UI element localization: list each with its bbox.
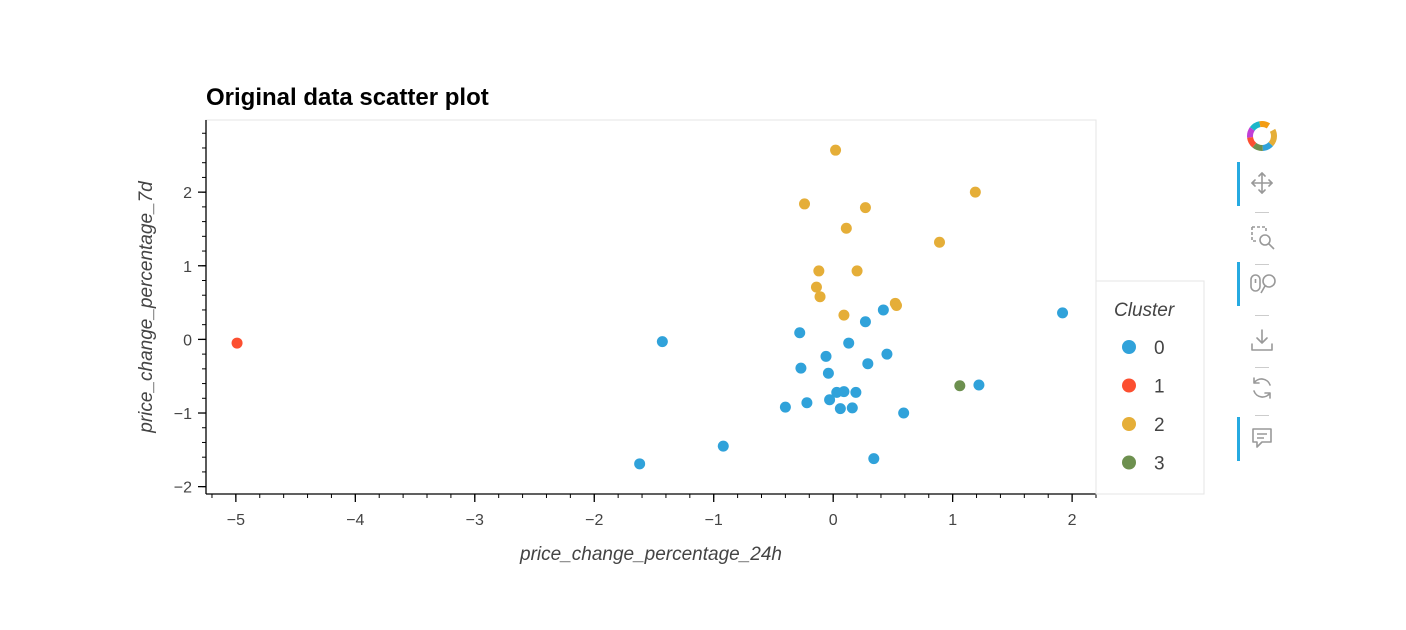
chart-title: Original data scatter plot <box>206 84 489 111</box>
save-tool-button[interactable] <box>1236 319 1286 363</box>
legend-marker-2 <box>1122 417 1136 431</box>
legend-marker-3 <box>1122 455 1136 470</box>
data-point-cluster-0 <box>868 453 880 465</box>
y-tick-label: 2 <box>183 185 192 202</box>
y-axis-label: price_change_percentage_7d <box>136 180 157 434</box>
axes: −5 −4 −3 −2 −1 0 1 2 −2 −1 0 1 2 <box>174 120 1097 529</box>
reset-tool-button[interactable] <box>1236 367 1286 411</box>
data-point-cluster-0 <box>843 337 855 349</box>
plot-toolbar <box>1236 115 1286 475</box>
data-point-cluster-2 <box>838 309 850 321</box>
y-tick-label: 0 <box>183 332 192 349</box>
move-arrows-icon <box>1251 172 1273 194</box>
data-point-cluster-2 <box>934 236 946 248</box>
data-point-cluster-3 <box>954 380 966 392</box>
reset-icon <box>1253 377 1271 399</box>
x-tick-label: 2 <box>1068 512 1077 529</box>
legend-box <box>1095 280 1205 495</box>
hover-comment-icon <box>1252 428 1272 448</box>
data-point-cluster-2 <box>890 300 902 312</box>
data-point-cluster-0 <box>1057 307 1069 319</box>
data-point-cluster-2 <box>810 281 822 293</box>
legend-marker-0 <box>1122 340 1136 354</box>
plot-area[interactable] <box>205 119 1097 495</box>
data-point-cluster-0 <box>862 358 874 370</box>
bokeh-logo-icon <box>1245 119 1279 153</box>
y-tick-label: 1 <box>183 259 192 276</box>
box-zoom-icon <box>1251 226 1275 250</box>
x-tick-label: −3 <box>466 512 484 529</box>
data-point-cluster-2 <box>813 265 825 277</box>
download-icon <box>1251 329 1273 351</box>
x-tick-label: 1 <box>948 512 957 529</box>
data-point-cluster-0 <box>834 403 846 415</box>
legend-label-0: 0 <box>1154 338 1165 359</box>
x-tick-label: −1 <box>705 512 723 529</box>
box-zoom-tool-button[interactable] <box>1236 216 1286 260</box>
data-point-cluster-2 <box>799 198 811 210</box>
data-point-cluster-0 <box>838 386 850 398</box>
legend: Cluster 0 1 2 3 <box>1095 280 1205 495</box>
data-point-cluster-2 <box>969 186 981 198</box>
legend-label-1: 1 <box>1154 377 1165 398</box>
data-point-cluster-0 <box>822 367 834 379</box>
data-point-cluster-1 <box>231 337 243 349</box>
data-point-cluster-2 <box>851 265 863 277</box>
data-point-cluster-2 <box>859 202 871 214</box>
data-point-cluster-0 <box>820 350 832 362</box>
data-point-cluster-0 <box>801 397 813 409</box>
legend-label-2: 2 <box>1154 415 1165 436</box>
data-point-cluster-0 <box>881 348 893 360</box>
x-tick-label: −2 <box>585 512 603 529</box>
data-point-cluster-2 <box>814 291 826 303</box>
data-point-cluster-0 <box>846 402 858 414</box>
legend-label-3: 3 <box>1154 454 1165 475</box>
y-tick-label: −2 <box>174 480 192 497</box>
data-point-cluster-0 <box>779 401 791 413</box>
x-axis-label: price_change_percentage_24h <box>519 544 782 565</box>
x-tick-label: −4 <box>346 512 364 529</box>
data-point-cluster-0 <box>850 386 862 398</box>
x-tick-label: 0 <box>829 512 838 529</box>
wheel-zoom-icon <box>1250 274 1276 294</box>
data-point-cluster-0 <box>634 458 646 470</box>
hover-tool-button[interactable] <box>1236 417 1286 461</box>
data-point-cluster-0 <box>717 440 729 452</box>
legend-title: Cluster <box>1114 300 1175 321</box>
data-point-cluster-0 <box>898 407 910 419</box>
data-point-cluster-0 <box>973 379 985 391</box>
data-point-cluster-0 <box>824 394 836 406</box>
legend-marker-1 <box>1122 378 1136 393</box>
data-point-cluster-2 <box>830 144 842 156</box>
data-point-cluster-0 <box>794 327 806 339</box>
wheel-zoom-tool-button[interactable] <box>1236 262 1286 306</box>
data-point-cluster-0 <box>656 336 668 348</box>
x-tick-label: −5 <box>227 512 245 529</box>
y-tick-label: −1 <box>174 406 192 423</box>
data-point-cluster-0 <box>795 362 807 374</box>
data-points <box>231 144 1069 470</box>
pan-tool-button[interactable] <box>1236 162 1286 206</box>
data-point-cluster-0 <box>877 304 889 316</box>
data-point-cluster-0 <box>859 316 871 328</box>
data-point-cluster-2 <box>840 222 852 234</box>
